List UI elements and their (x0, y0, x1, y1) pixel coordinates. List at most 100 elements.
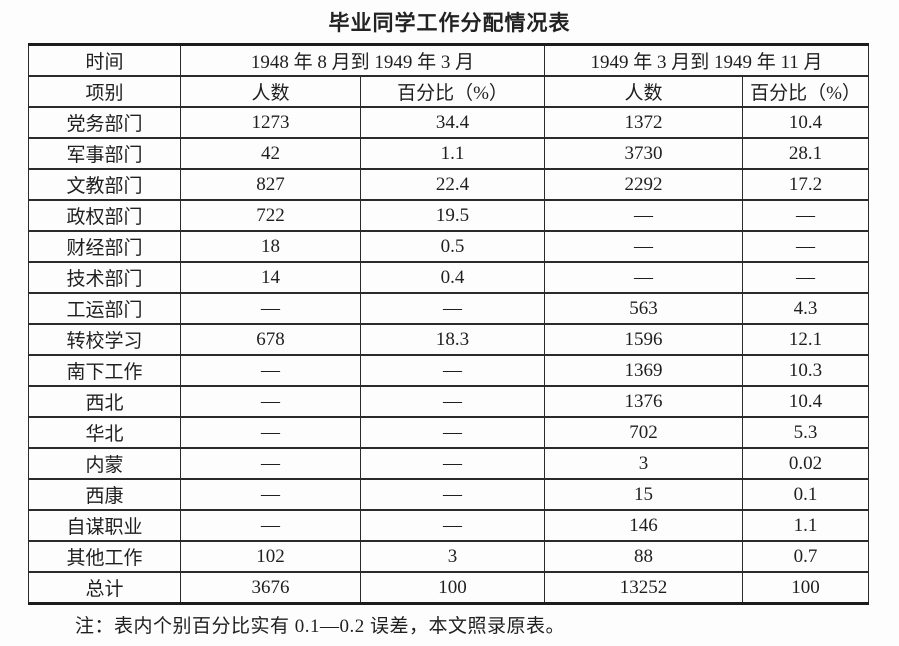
table-row: 工运部门 — —563 4.3 (28, 292, 870, 325)
cell-period1-percent: — (359, 354, 546, 387)
table-row: 内蒙 — —3 0.02 (28, 447, 870, 480)
cell-period2-percent: — (742, 230, 870, 263)
cell-period1-count: 102 (180, 540, 361, 573)
cell-period1-count: 827 (180, 168, 361, 201)
cell-period2-percent: 17.2 (742, 168, 870, 201)
cell-period2-count: 1596 (544, 323, 744, 356)
cell-period2-count: — (544, 199, 744, 232)
cell-period1-percent: 19.5 (359, 199, 546, 232)
cell-period2-count: — (544, 261, 744, 294)
table-row: 自谋职业 — —146 1.1 (28, 509, 870, 542)
cell-period1-count: 42 (180, 137, 361, 170)
cell-period1-count: 678 (180, 323, 361, 356)
cell-period1-percent: 34.4 (359, 106, 546, 139)
cell-period1-count: — (180, 292, 361, 325)
footnote: 注：表内个别百分比实有 0.1—0.2 误差，本文照录原表。 (75, 616, 566, 637)
cell-period2-count: 15 (544, 478, 744, 511)
table-row: 南下工作 — —1369 10.3 (28, 354, 870, 387)
cell-period2-count: 3 (544, 447, 744, 480)
cell-period2-percent: — (742, 199, 870, 232)
total-row: 总计 3676 100 13252 100 (28, 571, 870, 605)
cell-period1-count: — (180, 416, 361, 449)
header-time-label: 时间 (28, 43, 181, 77)
cell-period2-percent: 100 (742, 571, 870, 605)
cell-category: 政权部门 (28, 199, 181, 232)
cell-category: 内蒙 (28, 447, 181, 480)
cell-period2-percent: 4.3 (742, 292, 870, 325)
cell-category: 党务部门 (28, 106, 181, 139)
cell-period2-count: 1369 (544, 354, 744, 387)
table-row: 财经部门 18 0.5— — (28, 230, 870, 263)
cell-period1-count: 14 (180, 261, 361, 294)
cell-period2-percent: 12.1 (742, 323, 870, 356)
cell-category: 华北 (28, 416, 181, 449)
cell-period1-percent: — (359, 416, 546, 449)
cell-period2-percent: 0.7 (742, 540, 870, 573)
table-row: 军事部门 42 1.1 3730 28.1 (28, 137, 870, 170)
cell-period1-percent: 1.1 (359, 137, 546, 170)
table-row: 文教部门 827 22.4 2292 17.2 (28, 168, 870, 201)
table-body: 党务部门 1273 34.4 1372 10.4 军事部门 42 1.1 3730 28.1 文教部… (28, 106, 870, 605)
table-row: 政权部门 722 19.5— — (28, 199, 870, 232)
cell-category: 西康 (28, 478, 181, 511)
cell-period1-percent: — (359, 292, 546, 325)
cell-category: 工运部门 (28, 292, 181, 325)
cell-category: 南下工作 (28, 354, 181, 387)
cell-period1-percent: 100 (359, 571, 546, 605)
cell-period1-count: — (180, 385, 361, 418)
cell-period2-count: 563 (544, 292, 744, 325)
cell-category: 总计 (28, 571, 181, 605)
cell-period1-count: 18 (180, 230, 361, 263)
cell-period2-percent: 0.02 (742, 447, 870, 480)
cell-period1-percent: — (359, 509, 546, 542)
table-row: 转校学习 678 18.3 1596 12.1 (28, 323, 870, 356)
cell-category: 财经部门 (28, 230, 181, 263)
cell-period2-percent: 10.4 (742, 385, 870, 418)
cell-period2-count: 146 (544, 509, 744, 542)
header-count-2: 人数 (544, 75, 744, 108)
cell-period1-percent: 22.4 (359, 168, 546, 201)
cell-period1-count: — (180, 509, 361, 542)
cell-period2-percent: 10.4 (742, 106, 870, 139)
cell-period2-percent: 5.3 (742, 416, 870, 449)
cell-period2-count: 702 (544, 416, 744, 449)
header-period-2: 1949 年 3 月到 1949 年 11 月 (544, 43, 870, 77)
header-percent-1: 百分比（%） (359, 75, 546, 108)
cell-category: 其他工作 (28, 540, 181, 573)
table-row: 技术部门 14 0.4— — (28, 261, 870, 294)
cell-period1-count: 3676 (180, 571, 361, 605)
header-row-columns: 项别 人数 百分比（%） 人数 百分比（%） (28, 75, 870, 108)
cell-period1-percent: — (359, 478, 546, 511)
cell-period2-percent: 10.3 (742, 354, 870, 387)
cell-period2-percent: 1.1 (742, 509, 870, 542)
cell-period1-count: 1273 (180, 106, 361, 139)
table-row: 党务部门 1273 34.4 1372 10.4 (28, 106, 870, 139)
cell-category: 西北 (28, 385, 181, 418)
cell-period2-percent: — (742, 261, 870, 294)
cell-period2-count: 13252 (544, 571, 744, 605)
cell-category: 自谋职业 (28, 509, 181, 542)
cell-period2-count: 2292 (544, 168, 744, 201)
header-count-1: 人数 (180, 75, 361, 108)
cell-period2-count: — (544, 230, 744, 263)
cell-category: 文教部门 (28, 168, 181, 201)
header-category-label: 项别 (28, 75, 181, 108)
cell-period1-count: — (180, 478, 361, 511)
cell-period2-count: 88 (544, 540, 744, 573)
table-header: 时间 1948 年 8 月到 1949 年 3 月 1949 年 3 月到 19… (28, 43, 870, 108)
cell-category: 技术部门 (28, 261, 181, 294)
cell-category: 转校学习 (28, 323, 181, 356)
cell-period1-percent: 0.5 (359, 230, 546, 263)
cell-period1-count: — (180, 447, 361, 480)
table-row: 西北 — —1376 10.4 (28, 385, 870, 418)
table-row: 西康 — —15 0.1 (28, 478, 870, 511)
header-row-period: 时间 1948 年 8 月到 1949 年 3 月 1949 年 3 月到 19… (28, 43, 870, 77)
header-period-1: 1948 年 8 月到 1949 年 3 月 (179, 43, 546, 77)
cell-period2-percent: 0.1 (742, 478, 870, 511)
cell-period1-percent: 3 (359, 540, 546, 573)
cell-period2-count: 1372 (544, 106, 744, 139)
cell-period1-percent: — (359, 385, 546, 418)
cell-period2-percent: 28.1 (742, 137, 870, 170)
cell-period1-count: 722 (180, 199, 361, 232)
